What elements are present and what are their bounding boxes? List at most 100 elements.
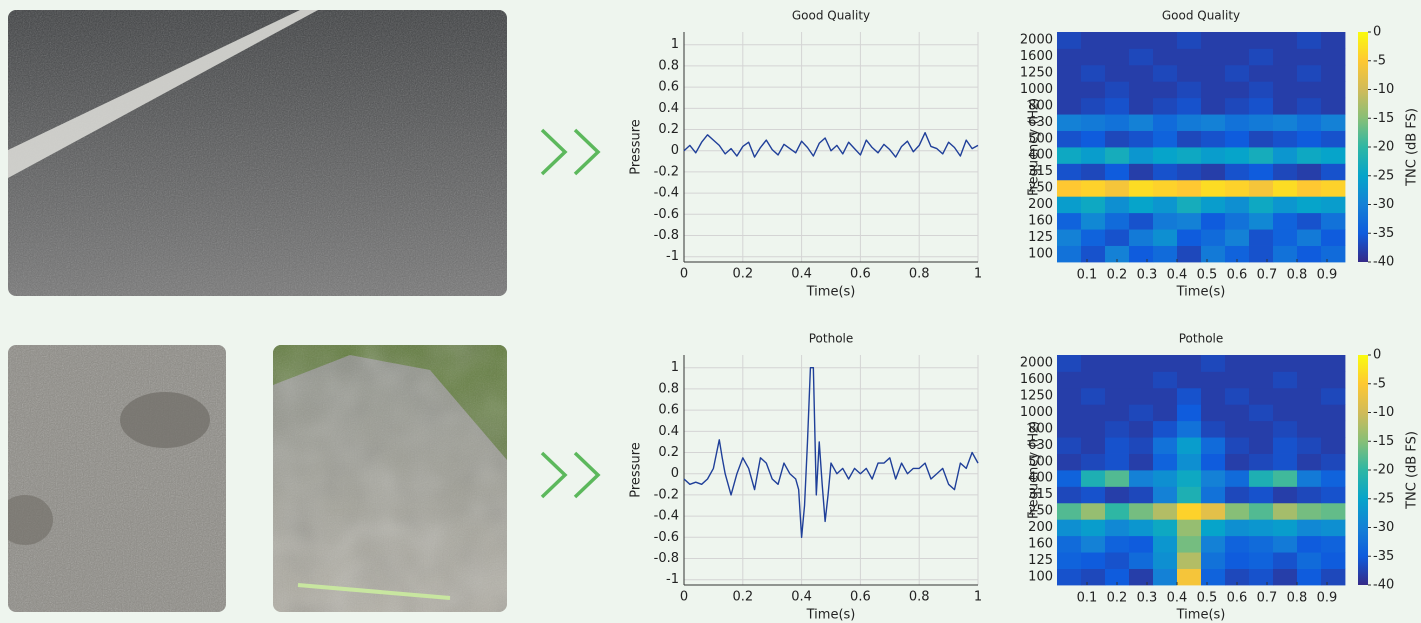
heatmap-cell xyxy=(1177,371,1202,389)
colorbar-tick-label: -35 xyxy=(1373,549,1394,564)
colorbar-tick-label: -40 xyxy=(1373,578,1394,593)
heatmap-cell xyxy=(1081,245,1106,263)
heatmap-cell xyxy=(1153,163,1178,181)
heatmap-cell xyxy=(1057,437,1082,454)
heatmap-cell xyxy=(1225,568,1250,586)
heatmap-cell xyxy=(1057,32,1082,49)
heatmap-cell xyxy=(1297,470,1322,487)
y-tick-label: 500 xyxy=(1028,131,1053,146)
y-tick-label: 160 xyxy=(1028,536,1053,551)
heatmap-cell xyxy=(1201,568,1226,586)
heatmap-cell xyxy=(1153,48,1178,66)
y-tick-label: -1 xyxy=(666,249,679,264)
heatmap-cell xyxy=(1249,486,1274,504)
heatmap-cell xyxy=(1297,32,1322,49)
heatmap-cell xyxy=(1129,568,1154,586)
heatmap-cell xyxy=(1129,371,1154,389)
y-tick-label: -0.8 xyxy=(654,551,679,566)
y-tick-label: 0.4 xyxy=(658,424,679,439)
heatmap-cell xyxy=(1321,32,1346,49)
colorbar-tick-label: -15 xyxy=(1373,434,1394,449)
y-tick-label: 630 xyxy=(1028,438,1053,453)
colorbar-tick-label: -40 xyxy=(1373,255,1394,270)
heatmap-cell xyxy=(1105,420,1130,438)
colorbar-tick-label: -25 xyxy=(1373,168,1394,183)
heatmap-cell xyxy=(1153,179,1178,197)
heatmap-cell xyxy=(1201,387,1226,405)
heatmap-cell xyxy=(1201,32,1226,49)
heatmap-cell xyxy=(1201,486,1226,504)
heatmap-cell xyxy=(1177,147,1202,164)
heatmap-cell xyxy=(1249,420,1274,438)
heatmap-cell xyxy=(1081,519,1106,537)
heatmap-cell xyxy=(1105,64,1130,82)
heatmap-cell xyxy=(1129,179,1154,197)
heatmap-cell xyxy=(1321,196,1346,214)
heatmap-cell xyxy=(1297,404,1322,422)
heatmap-cell xyxy=(1321,387,1346,405)
heatmap-cell xyxy=(1105,81,1130,99)
heatmap-cell xyxy=(1201,114,1226,131)
y-tick-label: 0.8 xyxy=(658,58,679,73)
heatmap-cell xyxy=(1201,212,1226,230)
heatmap-cell xyxy=(1321,48,1346,66)
heatmap-cell xyxy=(1177,32,1202,49)
heatmap-cell xyxy=(1273,212,1298,230)
heatmap-cell xyxy=(1153,147,1178,164)
y-tick-label: -0.4 xyxy=(654,186,679,201)
y-tick-label: 0 xyxy=(671,466,679,481)
lane-marking xyxy=(8,10,318,178)
heatmap-cell xyxy=(1225,179,1250,197)
heatmap-cell xyxy=(1105,437,1130,454)
heatmap-cell xyxy=(1249,81,1274,99)
x-tick-label: 0.6 xyxy=(1227,591,1248,606)
heatmap-cell xyxy=(1201,81,1226,99)
heatmap-cell xyxy=(1129,245,1154,263)
heatmap-cell xyxy=(1201,229,1226,246)
x-tick-label: 0.4 xyxy=(1167,591,1188,606)
heatmap-cell xyxy=(1297,568,1322,586)
colorbar-tick-label: -25 xyxy=(1373,491,1394,506)
y-tick-label: 0.6 xyxy=(658,403,679,418)
heatmap-cell xyxy=(1129,453,1154,471)
y-tick-label: 400 xyxy=(1028,471,1053,486)
heatmap-cell xyxy=(1105,486,1130,504)
heatmap-cell xyxy=(1249,535,1274,553)
heatmap-cell xyxy=(1177,552,1202,569)
heatmap-cell xyxy=(1177,130,1202,148)
heatmap-cell xyxy=(1129,147,1154,164)
heatmap-cell xyxy=(1129,229,1154,246)
colorbar-tick-label: -15 xyxy=(1373,111,1394,126)
heatmap-cell xyxy=(1177,502,1202,520)
colorbar-tick-label: -20 xyxy=(1373,140,1394,155)
heatmap-cell xyxy=(1225,81,1250,99)
heatmap-cell xyxy=(1297,502,1322,520)
heatmap-cell xyxy=(1249,568,1274,586)
heatmap-cell xyxy=(1129,437,1154,454)
x-tick-label: 0.3 xyxy=(1137,268,1158,283)
heatmap-cell xyxy=(1105,470,1130,487)
y-tick-label: 400 xyxy=(1028,148,1053,163)
y-tick-label: 2000 xyxy=(1020,33,1053,48)
y-tick-label: 1 xyxy=(671,37,679,52)
colorbar-label: TNC (dB FS) xyxy=(1405,431,1420,510)
heatmap-cell xyxy=(1249,114,1274,131)
x-tick-label: 1 xyxy=(974,267,982,282)
x-tick-label: 0 xyxy=(680,267,688,282)
colorbar-tick-label: -30 xyxy=(1373,197,1394,212)
heatmap-cell xyxy=(1153,114,1178,131)
heatmap-cell xyxy=(1081,114,1106,131)
heatmap-cell xyxy=(1249,470,1274,487)
x-tick-label: 0.2 xyxy=(732,267,753,282)
heatmap-cell xyxy=(1297,486,1322,504)
heatmap-cell xyxy=(1297,114,1322,131)
heatmap-cell xyxy=(1081,437,1106,454)
heatmap-cell xyxy=(1249,437,1274,454)
heatmap-cell xyxy=(1321,371,1346,389)
heatmap-cell xyxy=(1297,245,1322,263)
heatmap-cell xyxy=(1105,229,1130,246)
heatmap-cell xyxy=(1249,48,1274,66)
heatmap-cell xyxy=(1225,552,1250,569)
heatmap-cell xyxy=(1297,81,1322,99)
heatmap-cell xyxy=(1273,229,1298,246)
